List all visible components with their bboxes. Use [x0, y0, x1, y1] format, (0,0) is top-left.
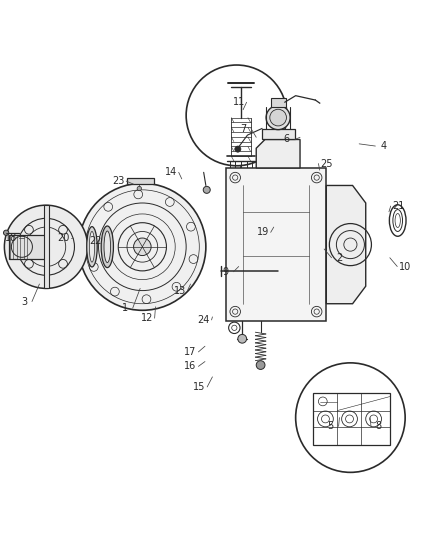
Text: 18: 18	[5, 233, 17, 243]
Circle shape	[235, 146, 241, 152]
Text: 1: 1	[122, 303, 128, 313]
Bar	[271, 98, 286, 107]
Text: 11: 11	[233, 97, 245, 107]
Ellipse shape	[270, 109, 286, 126]
Circle shape	[134, 238, 151, 255]
Ellipse shape	[104, 231, 110, 263]
Text: 5: 5	[328, 422, 334, 431]
Circle shape	[137, 187, 141, 191]
Circle shape	[203, 187, 210, 193]
Circle shape	[79, 183, 206, 310]
Text: 19: 19	[257, 228, 269, 237]
Text: 7: 7	[240, 124, 246, 134]
Text: 6: 6	[284, 134, 290, 144]
Text: 20: 20	[57, 233, 70, 243]
Text: 13: 13	[173, 286, 186, 296]
Text: 25: 25	[320, 159, 332, 168]
Circle shape	[4, 205, 88, 288]
Text: 9: 9	[223, 266, 229, 277]
Polygon shape	[256, 140, 300, 168]
Bar	[127, 179, 154, 184]
Circle shape	[4, 230, 9, 236]
Bar	[9, 235, 48, 259]
Text: 4: 4	[380, 141, 386, 151]
Text: 23: 23	[112, 176, 124, 186]
Ellipse shape	[87, 227, 97, 267]
Bar	[262, 128, 295, 140]
Polygon shape	[326, 185, 366, 304]
Text: 12: 12	[141, 313, 153, 323]
Text: 22: 22	[89, 236, 102, 246]
Text: 8: 8	[376, 422, 382, 431]
Text: 24: 24	[198, 315, 210, 325]
Text: 16: 16	[184, 361, 197, 372]
Bar	[313, 393, 390, 445]
Ellipse shape	[266, 106, 290, 130]
Text: 10: 10	[399, 262, 411, 271]
Text: 3: 3	[21, 296, 27, 306]
Circle shape	[256, 361, 265, 369]
Text: 2: 2	[336, 253, 343, 263]
Ellipse shape	[101, 226, 113, 268]
Ellipse shape	[89, 231, 95, 262]
Bar	[226, 168, 326, 321]
Text: 21: 21	[392, 201, 405, 211]
Circle shape	[238, 334, 247, 343]
Bar	[44, 205, 49, 288]
Text: 15: 15	[193, 382, 205, 392]
Text: 14: 14	[165, 167, 177, 177]
Text: 17: 17	[184, 347, 197, 357]
